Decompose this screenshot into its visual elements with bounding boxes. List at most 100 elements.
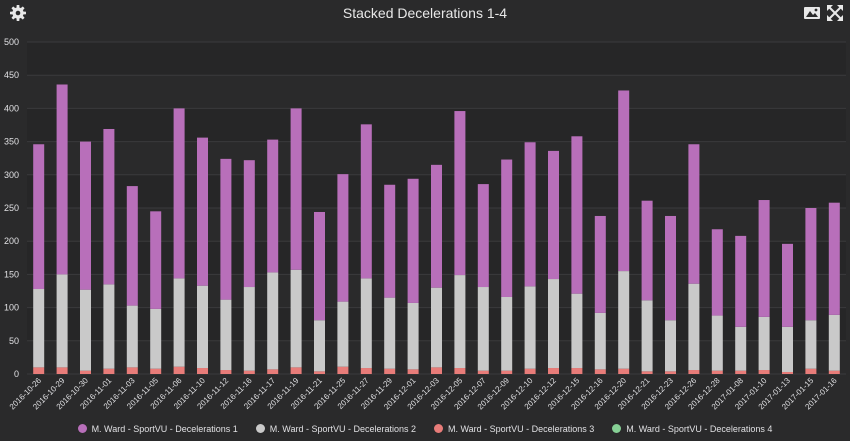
legend-item[interactable]: M. Ward - SportVU - Decelerations 2 [255, 424, 416, 434]
bar-segment [314, 371, 325, 374]
bar-segment [337, 366, 349, 374]
bar-segment [665, 215, 676, 321]
legend-item[interactable]: M. Ward - SportVU - Decelerations 3 [434, 424, 594, 434]
bar-segment [80, 289, 91, 371]
legend-marker [255, 424, 265, 433]
bar-segment [688, 144, 700, 284]
bar-segment [782, 326, 793, 373]
bar-segment [805, 368, 817, 374]
bar-segment [735, 370, 747, 374]
y-tick-label: 150 [4, 269, 19, 279]
bar-segment [80, 370, 91, 374]
y-tick-label: 400 [4, 103, 19, 113]
bar-segment [314, 211, 325, 321]
bar-segment [431, 287, 442, 368]
bar-segment [197, 137, 208, 286]
bar-segment [431, 367, 442, 374]
plot-band [27, 108, 846, 142]
bar-segment [33, 367, 45, 374]
y-tick-label: 500 [4, 37, 19, 47]
legend-marker [612, 424, 622, 433]
bar-segment [782, 243, 793, 327]
bar-segment [828, 370, 840, 374]
bar-segment [103, 284, 115, 369]
bar-segment [641, 371, 653, 374]
bar-segment [150, 211, 162, 309]
bar-segment [477, 287, 489, 371]
bar-segment [173, 366, 185, 374]
bar-segment [548, 150, 559, 280]
y-tick-label: 200 [4, 236, 19, 246]
bar-segment [641, 300, 653, 372]
y-tick-label: 300 [4, 170, 19, 180]
bar-segment [126, 186, 138, 306]
bar-segment [80, 141, 91, 290]
bar-segment [384, 368, 396, 374]
bar-segment [665, 371, 676, 374]
bar-segment [150, 308, 162, 369]
bar-segment [571, 136, 583, 294]
y-tick-label: 50 [9, 336, 19, 346]
fullscreen-icon[interactable] [826, 4, 844, 22]
bar-segment [501, 159, 513, 297]
bar-segment [711, 229, 723, 316]
bar-segment [828, 314, 840, 371]
legend-label: M. Ward - SportVU - Decelerations 4 [626, 424, 773, 434]
plot-band [27, 42, 846, 76]
legend-item[interactable]: M. Ward - SportVU - Decelerations 4 [612, 424, 772, 434]
bar-segment [384, 297, 396, 369]
bar-segment [220, 299, 232, 371]
bar-segment [594, 215, 606, 313]
bar-segment [197, 285, 208, 369]
bar-segment [337, 174, 349, 302]
bar-segment [758, 316, 770, 371]
y-tick-label: 450 [4, 70, 19, 80]
bar-segment [711, 370, 723, 374]
bar-segment [267, 272, 279, 370]
legend-item[interactable]: M. Ward - SportVU - Decelerations 1 [77, 424, 238, 434]
bar-segment [594, 312, 606, 370]
bar-segment [243, 370, 255, 374]
bar-segment [805, 320, 817, 369]
legend-label: M. Ward - SportVU - Decelerations 1 [91, 424, 238, 434]
bar-segment [805, 208, 817, 321]
bar-segment [735, 235, 747, 327]
bar-segment [384, 184, 396, 298]
bar-segment [126, 367, 138, 374]
legend-marker [77, 424, 87, 433]
bar-segment [360, 278, 372, 369]
bar-segment [126, 305, 138, 368]
bar-segment [711, 315, 723, 371]
bar-segment [641, 200, 653, 301]
bar-segment [290, 269, 302, 368]
bar-segment [407, 302, 419, 370]
legend-marker [434, 424, 443, 433]
bar-segment [360, 124, 372, 279]
bar-segment [407, 369, 419, 374]
bar-segment [290, 367, 302, 374]
bar-segment [243, 287, 255, 371]
bar-segment [173, 278, 185, 367]
gear-icon[interactable] [9, 4, 27, 22]
bar-segment [267, 369, 279, 374]
bar-segment [477, 184, 489, 288]
y-tick-label: 100 [4, 303, 19, 313]
bar-segment [688, 370, 700, 374]
bar-segment [735, 326, 747, 371]
y-tick-label: 250 [4, 203, 19, 213]
bar-segment [33, 289, 45, 368]
bar-segment [337, 301, 349, 367]
bar-segment [501, 370, 513, 374]
bar-segment [782, 372, 793, 374]
bar-segment [103, 128, 115, 285]
chart-header: Stacked Decelerations 1-4 [0, 0, 850, 28]
bar-segment [314, 320, 325, 372]
chart-legend: M. Ward - SportVU - Decelerations 1 M. Wa… [0, 424, 850, 438]
bar-segment [290, 108, 302, 270]
image-icon[interactable] [803, 4, 821, 22]
bar-segment [618, 271, 630, 369]
bar-segment [243, 160, 255, 288]
legend-label: M. Ward - SportVU - Decelerations 2 [269, 424, 416, 434]
bar-segment [688, 283, 700, 371]
